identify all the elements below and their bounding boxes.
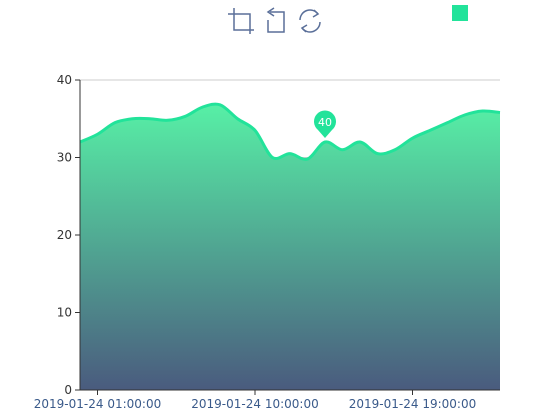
y-axis-ticks: 0 10 20 30 40 bbox=[57, 73, 80, 397]
y-tick-label: 10 bbox=[57, 306, 72, 320]
zoom-icon[interactable] bbox=[228, 8, 254, 34]
legend-swatch[interactable] bbox=[452, 5, 468, 21]
mark-point-label: 40 bbox=[318, 116, 332, 129]
x-tick-label: 2019-01-24 19:00:00 bbox=[349, 397, 476, 411]
x-tick-label: 2019-01-24 10:00:00 bbox=[191, 397, 318, 411]
y-tick-label: 40 bbox=[57, 73, 72, 87]
toolbox bbox=[228, 7, 321, 34]
x-tick-label: 2019-01-24 01:00:00 bbox=[34, 397, 161, 411]
zoom-reset-icon[interactable] bbox=[266, 7, 285, 33]
mark-point-pin[interactable] bbox=[314, 110, 336, 138]
y-tick-label: 0 bbox=[64, 383, 72, 397]
series-line bbox=[79, 102, 501, 161]
restore-icon[interactable] bbox=[299, 9, 321, 33]
y-tick-label: 20 bbox=[57, 228, 72, 242]
y-tick-label: 30 bbox=[57, 151, 72, 165]
x-axis-ticks: 2019-01-24 01:00:00 2019-01-24 10:00:00 20… bbox=[34, 390, 476, 411]
mark-point[interactable]: 40 bbox=[314, 110, 336, 138]
series-area bbox=[80, 104, 500, 390]
